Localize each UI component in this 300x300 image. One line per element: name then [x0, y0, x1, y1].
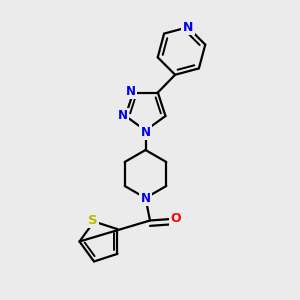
Text: N: N: [126, 85, 136, 98]
Text: N: N: [118, 110, 128, 122]
Text: N: N: [183, 21, 193, 34]
Text: S: S: [88, 214, 97, 226]
Text: O: O: [170, 212, 181, 226]
Text: N: N: [140, 125, 151, 139]
Text: N: N: [140, 191, 151, 205]
